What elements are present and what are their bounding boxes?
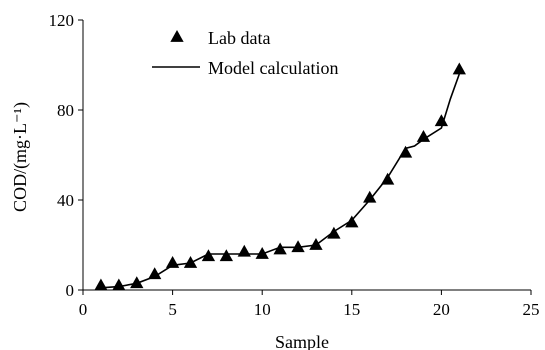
data-point <box>165 256 180 268</box>
legend-label: Lab data <box>208 28 270 48</box>
y-tick-label: 0 <box>66 281 75 300</box>
x-tick-label: 20 <box>433 300 450 319</box>
y-axis-title: COD/(mg·L⁻¹) <box>10 102 31 212</box>
model-line <box>100 73 461 289</box>
data-point <box>148 267 162 280</box>
legend-marker-triangle <box>170 30 184 42</box>
data-point <box>380 172 395 185</box>
plot-marks <box>94 62 466 291</box>
legend-label: Model calculation <box>208 58 338 78</box>
data-point <box>183 256 198 268</box>
data-point <box>434 114 449 127</box>
data-point <box>130 276 144 289</box>
x-tick-label: 0 <box>79 300 88 319</box>
x-tick-label: 15 <box>343 300 360 319</box>
data-point <box>94 278 108 291</box>
data-point <box>327 226 341 239</box>
x-tick-label: 25 <box>523 300 540 319</box>
legend: Lab data Model calculation <box>152 28 338 78</box>
y-tick-label: 40 <box>57 191 74 210</box>
data-point <box>363 190 377 203</box>
data-point <box>416 130 431 142</box>
axes: 0 5 10 15 20 25 0 40 80 120 Sample COD/(mg·L⁻¹) <box>10 11 540 350</box>
x-tick-label: 10 <box>254 300 271 319</box>
data-point <box>112 278 126 291</box>
data-point <box>201 249 216 262</box>
data-point <box>291 240 305 253</box>
data-point <box>452 62 466 75</box>
data-point <box>237 244 251 257</box>
data-point <box>219 249 234 262</box>
data-point <box>309 238 323 250</box>
data-point <box>255 247 269 259</box>
data-point <box>345 215 359 228</box>
x-tick-label: 5 <box>168 300 177 319</box>
y-tick-label: 80 <box>57 101 74 120</box>
y-tick-label: 120 <box>49 11 75 30</box>
data-point <box>398 145 413 158</box>
x-axis-title: Sample <box>275 332 329 350</box>
data-point <box>273 242 287 255</box>
